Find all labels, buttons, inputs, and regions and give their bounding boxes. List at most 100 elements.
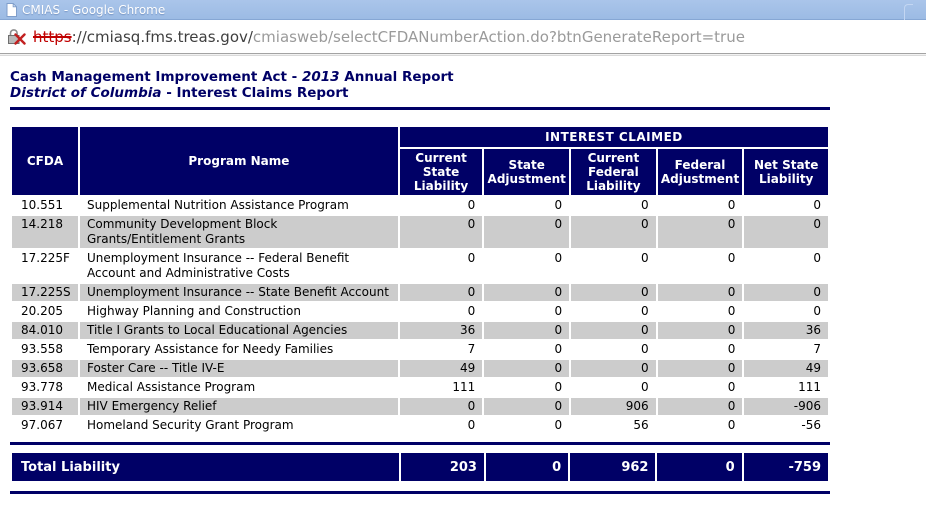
program-name-cell: Highway Planning and Construction [86,304,301,318]
total-current-state-liability: 203 [400,453,484,481]
window-corner-decoration [904,4,913,20]
header-current-state-liability: Current State Liability [399,149,483,195]
program-name-cell: Foster Care -- Title IV-E [79,360,398,377]
value-cell: 0 [484,398,570,415]
url-path: cmiasweb/selectCFDANumberAction.do?btnGe… [252,27,745,46]
cfda-cell: 93.914 [12,398,78,415]
program-name-cell: Medical Assistance Program [86,380,256,394]
value-cell: 0 [554,418,563,432]
value-cell: 0 [640,198,649,212]
header-state-adjustment: State Adjustment [484,149,570,195]
address-bar[interactable]: https://cmiasq.fms.treas.gov/cmiasweb/se… [0,20,926,53]
value-cell: 111 [452,380,476,394]
table-row: 84.010 Title I Grants to Local Educationa… [12,322,828,339]
header-interest-claimed: INTEREST CLAIMED [399,127,828,147]
value-cell: 0 [640,304,649,318]
insecure-lock-icon[interactable] [7,28,26,45]
interest-claims-table: CFDA Program Name INTEREST CLAIMED Curre… [10,125,830,436]
value-cell: 0 [727,251,736,265]
value-cell: 0 [399,398,483,415]
value-cell: 0 [554,251,563,265]
cfda-cell: 17.225S [12,284,78,301]
value-cell: 0 [554,380,563,394]
value-cell: 0 [571,322,656,339]
cfda-cell: 14.218 [12,216,78,248]
value-cell: 0 [813,304,821,318]
value-cell: 0 [484,216,570,248]
table-header-row-columns: Current State Liability State Adjustment… [12,149,828,195]
value-cell: 0 [640,342,649,356]
header-current-federal-liability: Current Federal Liability [571,149,656,195]
value-cell: 0 [727,380,736,394]
value-cell: 0 [640,251,649,265]
value-cell: 0 [744,284,828,301]
total-current-federal-liability: 962 [570,453,656,481]
value-cell: -56 [801,418,821,432]
url-text: https://cmiasq.fms.treas.gov/cmiasweb/se… [33,28,745,46]
report-region: District of Columbia [10,85,162,101]
table-row: 93.914 HIV Emergency Relief 0 0 906 0 -906 [12,398,828,415]
header-federal-adjustment: Federal Adjustment [657,149,743,195]
report-title: Cash Management Improvement Act - 2013 A… [10,69,926,101]
url-protocol: https [33,27,72,46]
program-name-cell: Unemployment Insurance -- State Benefit … [79,284,398,301]
value-cell: 0 [467,304,476,318]
value-cell: 7 [813,342,821,356]
table-row: 14.218 Community Development Block Grants… [12,216,828,248]
table-row: 97.067 Homeland Security Grant Program 0 0 5… [12,417,828,434]
cfda-cell: 10.551 [21,198,63,212]
value-cell: 56 [633,418,649,432]
value-cell: 49 [744,360,828,377]
value-cell: 0 [484,322,570,339]
value-cell: 0 [727,198,736,212]
footer-rule [10,491,830,494]
url-host: ://cmiasq.fms.treas.gov/ [71,27,253,46]
cfda-cell: 93.658 [12,360,78,377]
toolbar-divider [0,53,926,56]
window-title: CMIAS - Google Chrome [22,2,166,17]
table-row: 93.658 Foster Care -- Title IV-E 49 0 0 0 49 [12,360,828,377]
value-cell: 0 [484,360,570,377]
report-page: Cash Management Improvement Act - 2013 A… [0,56,926,494]
value-cell: 0 [657,284,743,301]
total-separator-rule [10,442,830,445]
value-cell: 0 [657,398,743,415]
value-cell: 0 [657,360,743,377]
value-cell: 0 [467,418,476,432]
program-name-cell: Temporary Assistance for Needy Families [86,342,334,356]
page-icon [6,2,17,17]
value-cell: 0 [727,418,736,432]
program-name-cell: Unemployment Insurance -- Federal Benefi… [86,251,350,280]
value-cell: 0 [399,216,483,248]
value-cell: 0 [484,284,570,301]
header-net-state-liability: Net State Liability [744,149,828,195]
value-cell: 0 [813,198,821,212]
table-row: 17.225S Unemployment Insurance -- State B… [12,284,828,301]
total-federal-adjustment: 0 [657,453,742,481]
value-cell: 111 [798,380,821,394]
value-cell: 0 [744,216,828,248]
value-cell: 0 [571,284,656,301]
program-name-cell: Community Development Block Grants/Entit… [79,216,398,248]
report-title-line2: District of Columbia - Interest Claims R… [10,85,349,101]
value-cell: 0 [399,284,483,301]
total-net-state-liability: -759 [743,453,828,481]
program-name-cell: Homeland Security Grant Program [86,418,294,432]
report-title-line1: Cash Management Improvement Act - 2013 A… [10,69,454,85]
value-cell: 0 [657,322,743,339]
header-program-name: Program Name [79,127,398,195]
total-label: Total Liability [12,453,399,481]
total-state-adjustment: 0 [485,453,569,481]
value-cell: 36 [744,322,828,339]
window-titlebar[interactable]: CMIAS - Google Chrome [0,0,926,20]
cfda-cell: 93.778 [21,380,63,394]
value-cell: 0 [554,342,563,356]
value-cell: -906 [744,398,828,415]
cfda-cell: 17.225F [21,251,70,265]
value-cell: 36 [399,322,483,339]
program-name-cell: Title I Grants to Local Educational Agen… [79,322,398,339]
value-cell: 0 [640,380,649,394]
value-cell: 49 [399,360,483,377]
value-cell: 0 [727,342,736,356]
